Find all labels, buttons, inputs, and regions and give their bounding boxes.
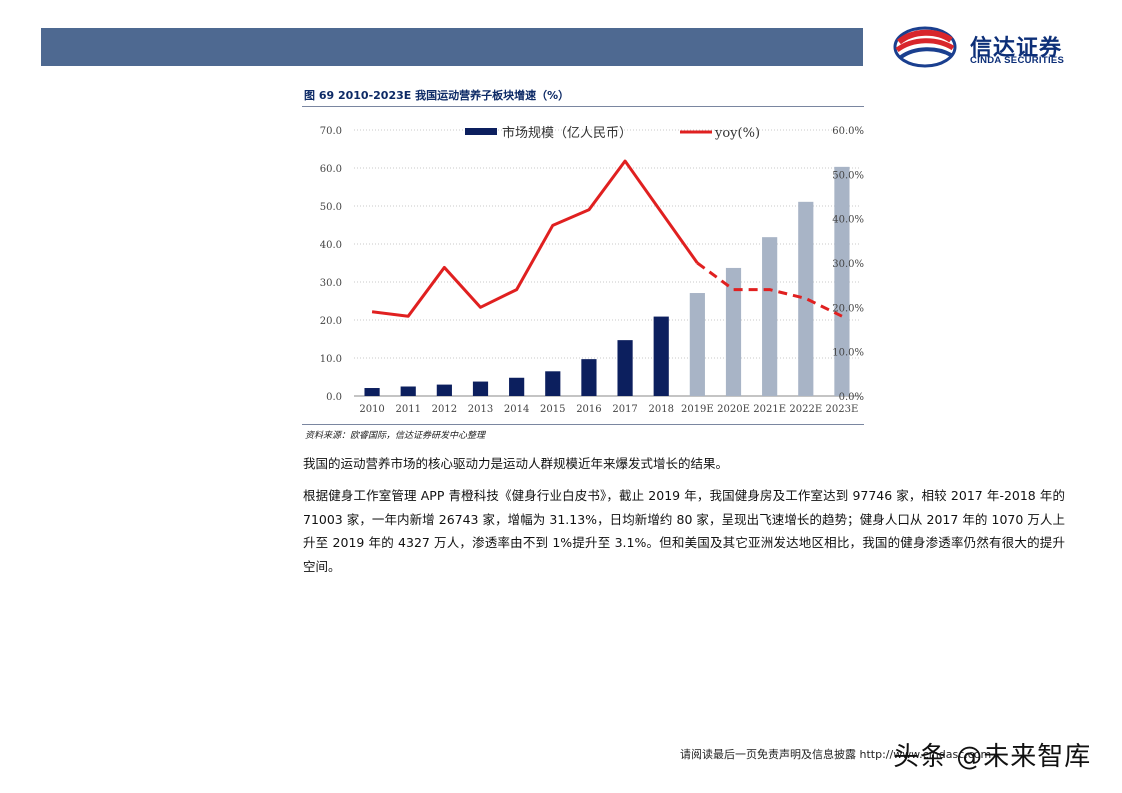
bar bbox=[472, 381, 489, 396]
yoy-line-actual bbox=[371, 159, 699, 318]
y-left-tick-label: 0.0 bbox=[326, 392, 342, 403]
bar bbox=[545, 371, 561, 396]
chart-legend: 市场规模（亿人民币） yoy(%) bbox=[465, 125, 760, 141]
bar bbox=[436, 384, 452, 396]
yoy-line-forecast bbox=[696, 261, 843, 318]
footer-disclaimer: 请阅读最后一页免责声明及信息披露 http://www.cindasc.com bbox=[680, 748, 992, 761]
x-tick-label: 2013 bbox=[468, 404, 493, 415]
y-right-tick-label: 20.0% bbox=[832, 303, 864, 314]
x-tick-label: 2014 bbox=[504, 404, 529, 415]
logo-name-cn: 信达证券 bbox=[970, 36, 1063, 61]
x-tick-label: 2023E bbox=[826, 404, 859, 415]
bar bbox=[509, 377, 525, 396]
y-right-ticks: 0.0% 10.0% 20.0% 30.0% 40.0% 50.0% 60.0% bbox=[832, 126, 864, 403]
legend-line-label: yoy(%) bbox=[714, 126, 760, 141]
chart-grid bbox=[354, 129, 860, 397]
bar bbox=[653, 316, 669, 396]
y-left-tick-label: 60.0 bbox=[320, 164, 342, 175]
bar bbox=[689, 293, 705, 396]
x-tick-label: 2018 bbox=[648, 404, 673, 415]
x-tick-label: 2011 bbox=[395, 404, 420, 415]
y-left-tick-label: 40.0 bbox=[320, 240, 342, 251]
y-right-tick-label: 40.0% bbox=[832, 215, 864, 226]
x-tick-label: 2022E bbox=[789, 404, 822, 415]
x-ticks: 2010 2011 2012 2013 2014 2015 2016 2017 2018 2019… bbox=[359, 404, 858, 415]
x-tick-label: 2021E bbox=[753, 404, 786, 415]
x-tick-label: 2010 bbox=[359, 404, 384, 415]
x-tick-label: 2015 bbox=[540, 404, 565, 415]
y-left-tick-label: 20.0 bbox=[320, 316, 342, 327]
bar bbox=[617, 340, 633, 396]
x-tick-label: 2017 bbox=[612, 404, 637, 415]
bar bbox=[798, 201, 814, 396]
bar bbox=[364, 388, 380, 396]
body-paragraph-1: 我国的运动营养市场的核心驱动力是运动人群规模近年来爆发式增长的结果。 bbox=[303, 456, 729, 471]
x-tick-label: 2020E bbox=[717, 404, 750, 415]
figure-bottom-rule bbox=[302, 424, 864, 425]
y-right-tick-label: 10.0% bbox=[832, 348, 864, 359]
figure-top-rule bbox=[302, 106, 864, 107]
bar bbox=[762, 237, 778, 396]
cinda-logo-icon bbox=[893, 26, 957, 68]
header-bar bbox=[41, 28, 863, 66]
x-tick-label: 2019E bbox=[681, 404, 714, 415]
y-left-tick-label: 10.0 bbox=[320, 354, 342, 365]
legend-bar-label: 市场规模（亿人民币） bbox=[502, 125, 632, 141]
bar bbox=[725, 267, 742, 396]
figure-source: 资料来源：欧睿国际，信达证券研发中心整理 bbox=[305, 431, 486, 441]
watermark: 头条 @未来智库 bbox=[893, 742, 1092, 772]
y-right-tick-label: 30.0% bbox=[832, 259, 864, 270]
bar bbox=[400, 386, 416, 396]
y-left-tick-label: 30.0 bbox=[320, 278, 342, 289]
y-left-tick-label: 50.0 bbox=[320, 202, 342, 213]
chart-bars bbox=[364, 166, 850, 396]
figure-title: 图 69 2010-2023E 我国运动营养子板块增速（%） bbox=[304, 89, 570, 102]
body-paragraph-2: 根据健身工作室管理 APP 青橙科技《健身行业白皮书》，截止 2019 年，我国… bbox=[303, 488, 1065, 574]
chart-line bbox=[371, 159, 843, 318]
y-left-ticks: 0.0 10.0 20.0 30.0 40.0 50.0 60.0 70.0 bbox=[320, 126, 342, 403]
x-tick-label: 2012 bbox=[432, 404, 457, 415]
y-left-tick-label: 70.0 bbox=[320, 126, 342, 137]
x-tick-label: 2016 bbox=[576, 404, 601, 415]
y-right-tick-label: 50.0% bbox=[832, 170, 864, 181]
legend-bar-swatch bbox=[465, 128, 497, 135]
chart: 0.0 10.0 20.0 30.0 40.0 50.0 60.0 70.0 0.0% 10.0… bbox=[320, 125, 864, 415]
bar bbox=[834, 166, 850, 396]
bar bbox=[581, 359, 597, 396]
y-right-tick-label: 60.0% bbox=[832, 126, 864, 137]
logo-name-en: CINDA SECURITIES bbox=[970, 55, 1065, 66]
y-right-tick-label: 0.0% bbox=[839, 392, 864, 403]
